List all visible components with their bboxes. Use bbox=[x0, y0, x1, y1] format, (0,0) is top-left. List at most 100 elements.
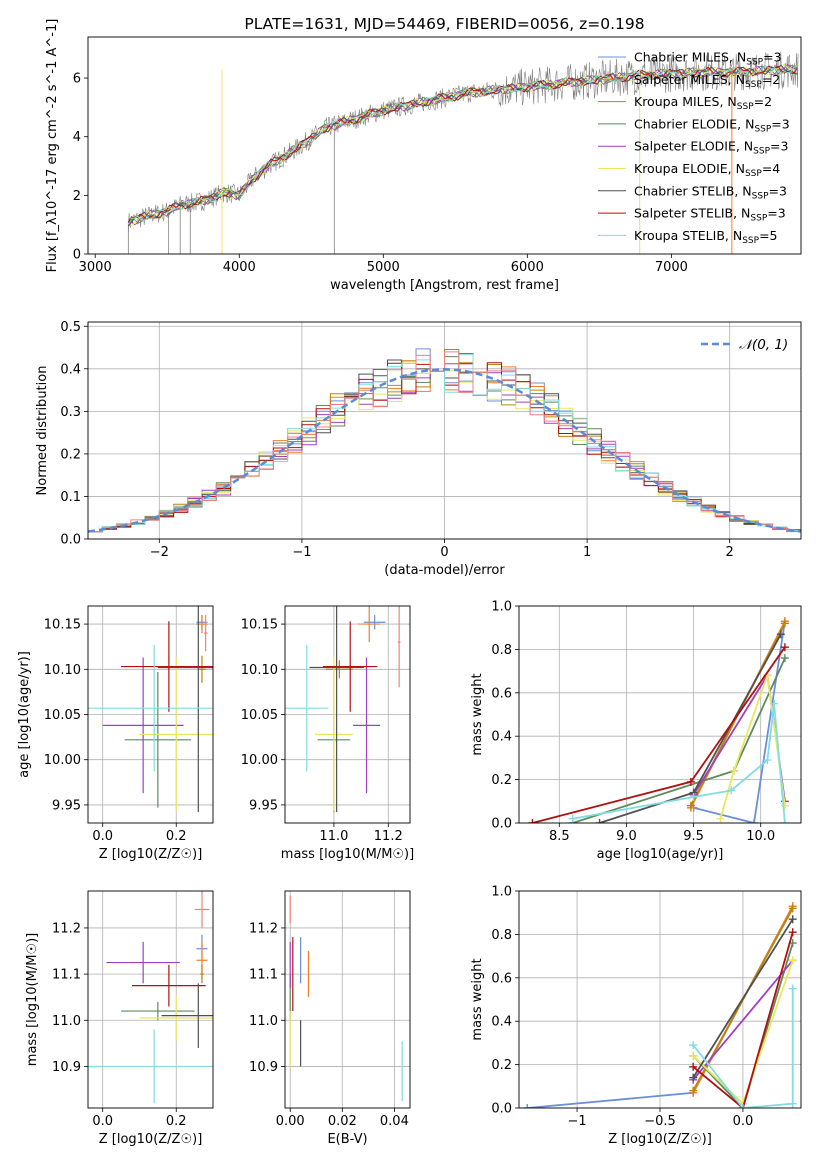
mass-weight-marker bbox=[763, 756, 772, 765]
y-tick-label: 0.2 bbox=[491, 1058, 512, 1073]
mass-weight-marker bbox=[780, 801, 789, 810]
mass-weight-marker bbox=[776, 630, 785, 639]
y-tick-label: 0.6 bbox=[491, 686, 512, 701]
y-tick-label: 0.0 bbox=[491, 1102, 512, 1117]
spectrum-panel: PLATE=1631, MJD=54469, FIBERID=0056, z=0… bbox=[45, 15, 802, 293]
model-spectrum-line bbox=[127, 65, 798, 223]
y-tick-label: 0.0 bbox=[491, 817, 512, 832]
x-axis-label: Z [log10(Z/Z☉)] bbox=[99, 1132, 203, 1147]
y-axis-label: mass weight bbox=[470, 958, 485, 1040]
mass-weight-line bbox=[572, 703, 786, 823]
legend-label: Chabrier STELIB, NSSP=3 bbox=[634, 183, 787, 201]
legend-label: Chabrier ELODIE, NSSP=3 bbox=[634, 116, 790, 134]
y-tick-label: 11.1 bbox=[249, 968, 278, 983]
x-tick-label: 11.2 bbox=[374, 829, 403, 844]
y-tick-label: 0.4 bbox=[60, 362, 81, 377]
mass-weight-marker bbox=[788, 928, 797, 937]
mass-weight-marker bbox=[788, 984, 797, 993]
mass-weight-marker bbox=[727, 786, 736, 795]
y-tick-label: 9.95 bbox=[52, 798, 81, 813]
y-axis-label: mass weight bbox=[470, 673, 485, 755]
x-tick-label: 0.0 bbox=[733, 1114, 754, 1129]
x-tick-label: 0.04 bbox=[380, 1114, 409, 1129]
mass-weight-line bbox=[692, 931, 794, 1108]
x-tick-label: 5000 bbox=[367, 260, 400, 275]
x-axis-label: E(B-V) bbox=[327, 1132, 367, 1147]
mass-weight-marker bbox=[686, 777, 695, 786]
y-axis-label: Normed distribution bbox=[35, 366, 50, 496]
residual-histogram bbox=[88, 359, 801, 534]
mass-weight-marker bbox=[750, 819, 758, 823]
mass-weight-marker bbox=[689, 1073, 698, 1082]
y-tick-label: 10.00 bbox=[44, 753, 81, 768]
y-tick-label: 0.0 bbox=[60, 533, 81, 548]
mass-weight-marker bbox=[780, 819, 789, 823]
mass-weight-marker bbox=[788, 1099, 797, 1108]
mass-vs-metallicity-panel: 0.0 0.2 10.9 11.0 11.1 11.2 Z [log10(Z/Z☉)] mas… bbox=[25, 890, 214, 1147]
y-tick-label: 10.05 bbox=[44, 708, 81, 723]
axes-frame bbox=[518, 605, 802, 824]
model-spectrum-line bbox=[127, 64, 798, 227]
mass-weight-marker bbox=[689, 792, 698, 801]
mass-weight-marker bbox=[689, 1062, 698, 1071]
y-tick-label: 10.05 bbox=[241, 708, 278, 723]
legend-label: Kroupa MILES, NSSP=2 bbox=[634, 94, 772, 112]
y-tick-label: 0 bbox=[73, 248, 81, 263]
y-tick-label: 0.1 bbox=[60, 490, 81, 505]
mass-weight-marker bbox=[788, 956, 797, 965]
gaussian-reference-line bbox=[88, 368, 801, 533]
x-tick-label: 0.2 bbox=[166, 1114, 187, 1129]
mass-weight-vs-metallicity-panel: −1 −0.5 0.0 0.0 0.2 0.4 0.6 0.8 1.0 Z [log10(Z/Z☉… bbox=[470, 885, 802, 1147]
y-tick-label: 10.00 bbox=[241, 753, 278, 768]
y-tick-label: 9.95 bbox=[249, 798, 278, 813]
mass-weight-vs-age-panel: 8.5 9.0 9.5 10.0 0.0 0.2 0.4 0.6 0.8 1.0 age [log1… bbox=[470, 600, 802, 862]
mass-weight-marker bbox=[568, 814, 577, 823]
mass-weight-marker bbox=[523, 1104, 532, 1108]
y-tick-label: 11.2 bbox=[52, 921, 81, 936]
x-tick-label: 2 bbox=[726, 545, 734, 560]
y-tick-label: 11.2 bbox=[249, 921, 278, 936]
mass-weight-marker bbox=[689, 1051, 698, 1060]
age-vs-mass-panel: 11.0 11.2 9.95 10.00 10.05 10.10 10.15 mass [lo… bbox=[241, 605, 414, 862]
x-tick-label: 0.0 bbox=[92, 829, 113, 844]
x-axis-label: (data-model)/error bbox=[384, 563, 505, 578]
y-tick-label: 11.1 bbox=[52, 968, 81, 983]
y-axis-label: mass [log10(M/M☉)] bbox=[25, 933, 40, 1066]
y-tick-label: 0.8 bbox=[491, 928, 512, 943]
x-tick-label: 9.0 bbox=[616, 829, 637, 844]
y-tick-label: 10.9 bbox=[52, 1060, 81, 1075]
y-tick-label: 1.0 bbox=[491, 885, 512, 900]
legend-label: 𝒩(0, 1) bbox=[739, 337, 788, 353]
y-tick-label: 0.8 bbox=[491, 643, 512, 658]
legend-label: Kroupa STELIB, NSSP=5 bbox=[634, 228, 778, 246]
y-tick-label: 11.0 bbox=[52, 1014, 81, 1029]
x-tick-label: 0.2 bbox=[166, 829, 187, 844]
x-tick-label: −1 bbox=[567, 1114, 586, 1129]
y-tick-label: 0.6 bbox=[491, 971, 512, 986]
y-tick-label: 6 bbox=[73, 72, 81, 87]
axes-frame bbox=[284, 605, 411, 824]
residual-histogram bbox=[88, 354, 801, 534]
mass-weight-marker bbox=[729, 766, 738, 775]
mass-weight-marker bbox=[780, 643, 789, 652]
x-tick-label: 0.02 bbox=[328, 1114, 357, 1129]
mass-weight-marker bbox=[686, 801, 695, 810]
mass-weight-line bbox=[692, 988, 794, 1108]
y-tick-label: 2 bbox=[73, 189, 81, 204]
mass-weight-marker bbox=[788, 915, 797, 924]
mass-weight-line bbox=[692, 942, 794, 1108]
x-tick-label: 10.0 bbox=[746, 829, 775, 844]
chart-title: PLATE=1631, MJD=54469, FIBERID=0056, z=0… bbox=[244, 15, 644, 33]
x-tick-label: 11.0 bbox=[319, 829, 348, 844]
x-axis-label: age [log10(age/yr)] bbox=[597, 847, 724, 862]
legend-label: Salpeter MILES, NSSP=2 bbox=[634, 72, 780, 90]
legend-label: Chabrier MILES, NSSP=3 bbox=[634, 50, 782, 68]
y-tick-label: 10.9 bbox=[249, 1060, 278, 1075]
mass-weight-line bbox=[692, 918, 794, 1079]
y-tick-label: 0.2 bbox=[60, 447, 81, 462]
axes-frame bbox=[87, 321, 802, 540]
y-tick-label: 11.0 bbox=[249, 1014, 278, 1029]
y-axis-label: Flux [f_λ10^-17 erg cm^-2 s^-1 A^-1] bbox=[45, 19, 60, 273]
y-tick-label: 0.3 bbox=[60, 405, 81, 420]
model-spectrum-line bbox=[128, 64, 798, 222]
